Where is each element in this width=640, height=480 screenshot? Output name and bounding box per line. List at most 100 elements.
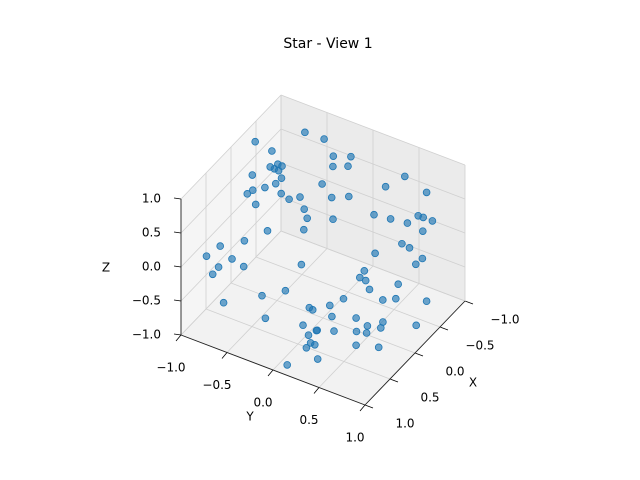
point: [363, 322, 372, 330]
point: [386, 215, 395, 223]
point: [414, 212, 423, 220]
point: [228, 255, 236, 263]
point: [418, 227, 427, 235]
z-tick-label: 0.0: [142, 260, 161, 274]
point: [422, 188, 431, 197]
point: [344, 192, 353, 201]
point: [268, 147, 276, 155]
grid-line: [226, 248, 328, 353]
point: [251, 200, 260, 209]
point: [370, 210, 378, 219]
grid-line: [280, 128, 466, 200]
z-tick-label: −1.0: [132, 328, 161, 342]
point: [320, 135, 328, 143]
point: [339, 294, 348, 303]
grid-line: [280, 94, 466, 166]
point: [378, 296, 387, 304]
grid-line: [180, 196, 282, 302]
point: [277, 189, 286, 198]
x-tick: [464, 300, 474, 305]
x-axis-line: [364, 300, 466, 406]
point: [308, 306, 317, 314]
point: [344, 162, 352, 171]
point: [219, 298, 228, 307]
grid-line: [180, 162, 282, 268]
point: [361, 276, 370, 285]
point: [248, 171, 257, 179]
point: [208, 270, 217, 279]
grid-line: [180, 230, 282, 336]
x-tick-label: 0.5: [420, 391, 439, 405]
point: [216, 242, 225, 250]
y-tick-label: 1.0: [345, 431, 364, 445]
point: [403, 219, 412, 227]
grid-line: [280, 196, 466, 268]
grid-line: [280, 230, 466, 302]
point: [300, 205, 309, 213]
point: [271, 179, 280, 188]
point: [301, 128, 309, 137]
point: [355, 273, 364, 282]
x-tick-label: −1.0: [490, 313, 519, 327]
point: [422, 297, 431, 306]
point: [371, 249, 379, 258]
point: [418, 254, 427, 263]
point: [381, 182, 390, 191]
grid-line: [180, 94, 282, 200]
point: [302, 343, 311, 352]
z-tick: [173, 197, 182, 200]
point: [411, 260, 420, 269]
point: [261, 314, 270, 323]
y-tick-label: 0.0: [253, 396, 272, 410]
point: [313, 355, 322, 363]
point: [374, 343, 383, 352]
point: [329, 215, 337, 224]
point: [330, 327, 338, 335]
y-tick: [267, 369, 274, 377]
y-tick: [221, 352, 228, 359]
point: [299, 225, 308, 234]
point: [277, 174, 286, 182]
z-tick: [173, 231, 182, 234]
y-tick: [313, 387, 320, 394]
point: [400, 172, 409, 181]
z-tick: [173, 333, 182, 336]
point: [362, 329, 371, 337]
point: [251, 137, 260, 146]
point: [329, 152, 338, 160]
y-axis-label: Y: [245, 410, 254, 424]
point: [428, 217, 437, 225]
x-tick: [364, 404, 374, 409]
x-tick: [414, 352, 424, 357]
point: [258, 291, 266, 300]
point: [243, 190, 252, 198]
point: [405, 244, 414, 252]
chart-title: Star - View 1: [283, 36, 372, 52]
point: [328, 312, 336, 321]
x-tick-label: −0.5: [465, 339, 494, 353]
point: [202, 252, 211, 260]
x-tick: [439, 326, 449, 331]
z-tick-label: 1.0: [142, 192, 161, 206]
point: [352, 341, 360, 350]
z-tick: [173, 265, 182, 268]
y-tick-label: −0.5: [202, 378, 231, 392]
point: [327, 193, 336, 202]
x-tick: [389, 378, 399, 383]
point: [365, 285, 374, 294]
grid-line: [180, 128, 282, 234]
point: [304, 331, 313, 339]
point: [249, 186, 257, 195]
point: [296, 193, 304, 201]
point: [283, 361, 292, 369]
y-tick: [175, 334, 182, 342]
x-tick-label: 0.0: [445, 365, 464, 379]
point: [278, 162, 286, 170]
point: [352, 314, 360, 322]
point: [391, 294, 400, 303]
point: [299, 321, 307, 330]
point: [412, 321, 421, 330]
point: [240, 237, 249, 245]
point: [379, 318, 387, 326]
